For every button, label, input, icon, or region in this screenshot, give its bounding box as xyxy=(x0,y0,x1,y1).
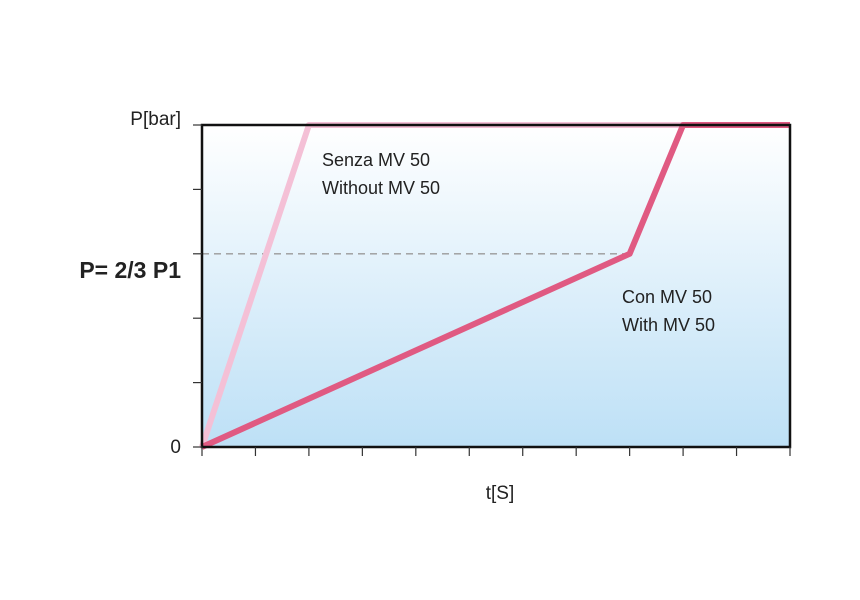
plot-frame xyxy=(200,123,792,449)
series-label-con-line2: With MV 50 xyxy=(622,315,715,335)
series-label-con-line1: Con MV 50 xyxy=(622,287,712,307)
series-label-senza-line2: Without MV 50 xyxy=(322,178,440,198)
y-axis-label: P[bar] xyxy=(130,109,181,130)
x-axis-label: t[S] xyxy=(486,483,515,504)
series-label-senza: Senza MV 50 Without MV 50 xyxy=(322,150,440,198)
y-tick-label: 0 xyxy=(170,437,181,458)
reference-line-label: P= 2/3 P1 xyxy=(79,257,181,283)
series-label-senza-line1: Senza MV 50 xyxy=(322,150,430,170)
tick-group: 0 xyxy=(170,124,791,458)
plot-background xyxy=(202,125,790,447)
series-label-con: Con MV 50 With MV 50 xyxy=(622,287,715,335)
